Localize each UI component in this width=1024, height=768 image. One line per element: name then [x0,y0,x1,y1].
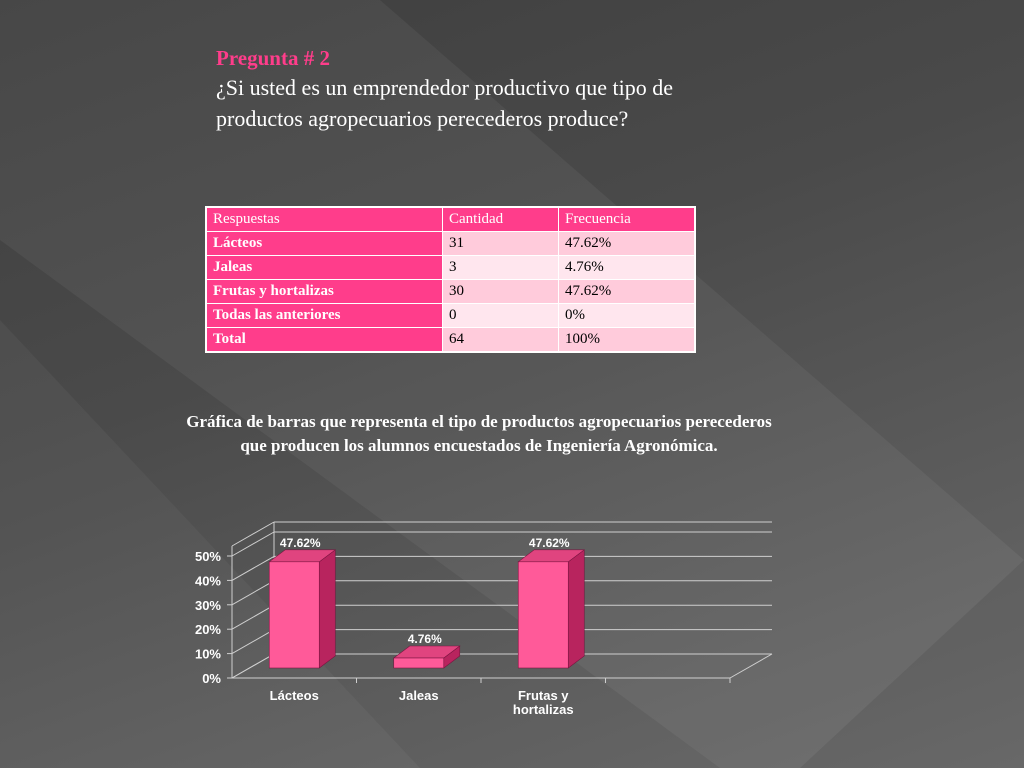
row-frecuencia: 4.76% [558,255,696,280]
header-respuestas: Respuestas [205,206,443,232]
gridline-diagonal [231,531,275,557]
y-tick-label: 20% [195,622,221,637]
x-tick-label: Frutas y [518,688,569,703]
y-tick-label: 40% [195,573,221,588]
chart-floor-right-edge [729,653,773,679]
row-frecuencia: 47.62% [558,279,696,304]
x-tick-label: Jaleas [399,688,439,703]
gridline-diagonal [231,521,275,547]
row-frecuencia: 0% [558,303,696,328]
row-cantidad: 3 [442,255,559,280]
row-label: Todas las anteriores [205,303,443,328]
y-tick-label: 30% [195,598,221,613]
data-label: 47.62% [280,536,321,550]
x-tick-label: hortalizas [513,702,574,717]
table-row: Frutas y hortalizas 30 47.62% [205,279,696,304]
table-row: Todas las anteriores 0 0% [205,303,696,328]
gridline-diagonal [231,604,275,630]
data-label: 4.76% [408,632,442,646]
question-block: Pregunta # 2 ¿Si usted es un emprendedor… [216,44,796,134]
question-text-line-1: ¿Si usted es un emprendedor productivo q… [216,75,674,100]
data-label: 47.62% [529,536,570,550]
row-cantidad: 31 [442,231,559,256]
bar [393,657,445,669]
y-tick-label: 10% [195,647,221,662]
question-title: Pregunta # 2 [216,46,330,70]
bar [517,561,569,669]
results-table: Respuestas Cantidad Frecuencia Lácteos 3… [205,206,696,353]
row-frecuencia: 47.62% [558,231,696,256]
row-cantidad: 0 [442,303,559,328]
chart-caption: Gráfica de barras que representa el tipo… [186,412,772,455]
gridline-diagonal [231,629,275,655]
table-row: Jaleas 3 4.76% [205,255,696,280]
row-label: Total [205,327,443,353]
header-cantidad: Cantidad [442,206,559,232]
row-label: Lácteos [205,231,443,256]
bar [268,561,320,669]
bar-side [567,549,585,669]
row-frecuencia: 100% [558,327,696,353]
y-tick-label: 0% [202,671,221,686]
gridline-diagonal [231,555,275,581]
table-row: Lácteos 31 47.62% [205,231,696,256]
bar-side [318,549,336,669]
table-row: Total 64 100% [205,327,696,353]
gridline-diagonal [231,653,275,679]
question-text-line-2: productos agropecuarios perecederos prod… [216,106,629,131]
row-cantidad: 64 [442,327,559,353]
gridline-diagonal [231,580,275,606]
y-tick-label: 50% [195,549,221,564]
x-tick-label: Lácteos [270,688,319,703]
